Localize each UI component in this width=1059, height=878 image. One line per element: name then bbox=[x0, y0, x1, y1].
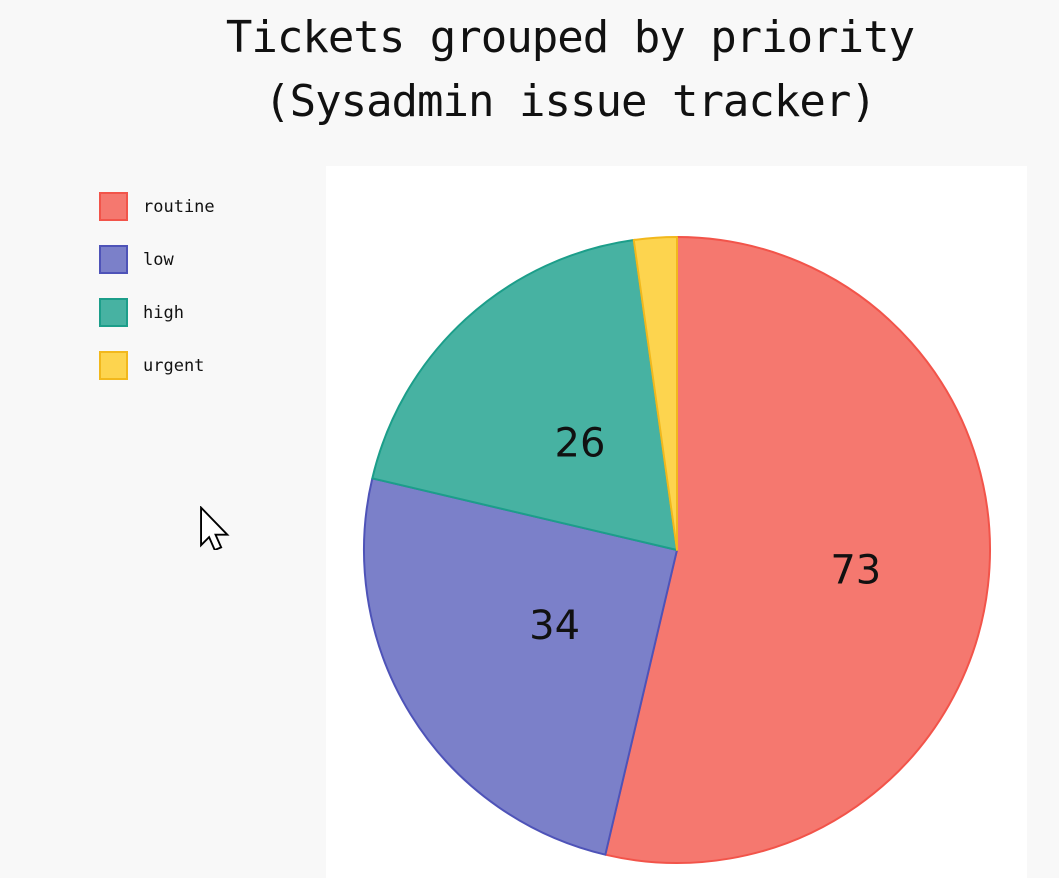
legend-item-urgent[interactable]: urgent bbox=[99, 351, 215, 380]
legend-swatch-routine bbox=[99, 192, 128, 221]
pie-slice-high[interactable] bbox=[371, 239, 678, 551]
pie-slice-urgent[interactable] bbox=[632, 236, 678, 551]
legend-label-routine: routine bbox=[143, 196, 215, 217]
legend-swatch-urgent bbox=[99, 351, 128, 380]
pie-slice-low[interactable] bbox=[362, 477, 678, 856]
legend-label-high: high bbox=[143, 302, 184, 323]
pie-slice-routine[interactable] bbox=[604, 236, 991, 864]
legend-label-low: low bbox=[143, 249, 174, 270]
legend-swatch-high bbox=[99, 298, 128, 327]
legend-item-high[interactable]: high bbox=[99, 298, 215, 327]
legend: routine low high urgent bbox=[99, 192, 215, 404]
legend-label-urgent: urgent bbox=[143, 355, 205, 376]
legend-item-routine[interactable]: routine bbox=[99, 192, 215, 221]
legend-swatch-low bbox=[99, 245, 128, 274]
legend-item-low[interactable]: low bbox=[99, 245, 215, 274]
